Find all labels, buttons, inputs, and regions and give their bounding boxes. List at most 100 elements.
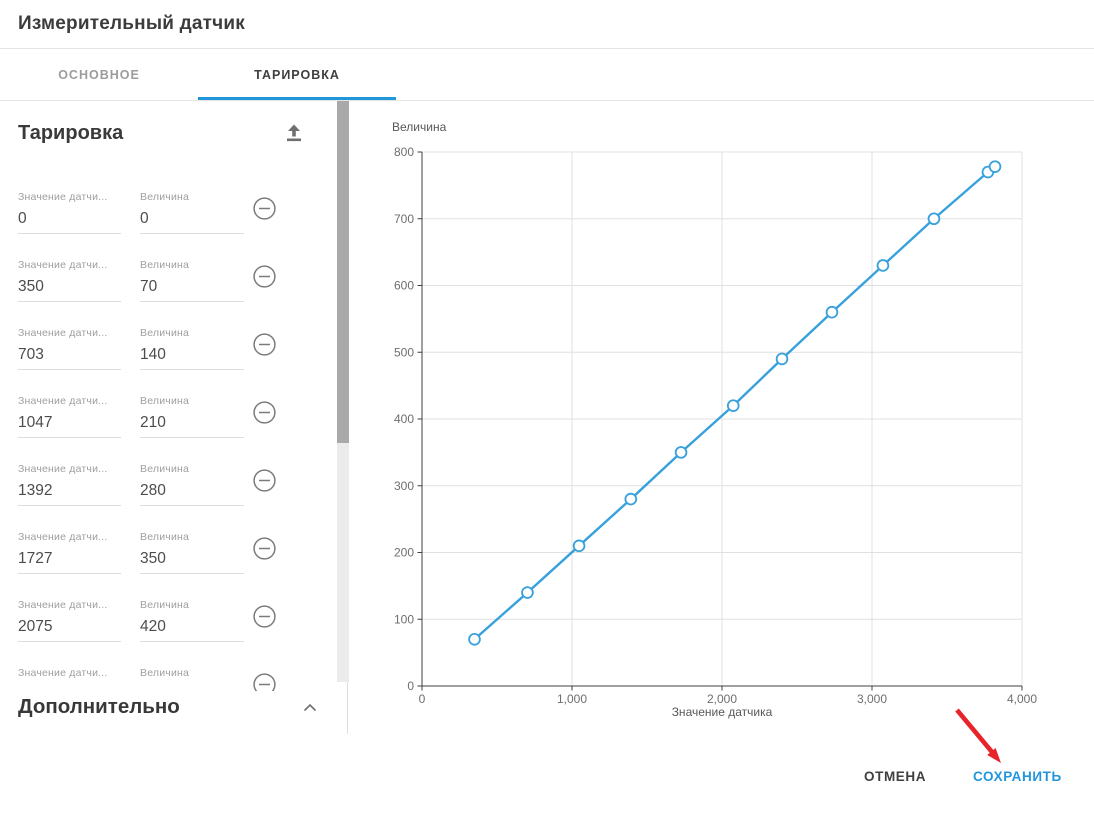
remove-row-button[interactable]: [253, 401, 276, 424]
sensor-value-input[interactable]: [18, 680, 121, 692]
sensor-value-input[interactable]: [18, 476, 121, 506]
sensor-value-input[interactable]: [18, 544, 121, 574]
svg-text:2,000: 2,000: [707, 692, 737, 706]
calibration-row: Значение датчи... Величина: [18, 190, 340, 234]
magnitude-field: Величина: [140, 530, 244, 574]
magnitude-field: Величина: [140, 598, 244, 642]
magnitude-input[interactable]: [140, 476, 244, 506]
svg-text:600: 600: [394, 279, 414, 293]
minus-circle-icon: [253, 401, 276, 424]
additional-section-header[interactable]: Дополнительно: [18, 691, 318, 723]
minus-circle-icon: [253, 265, 276, 288]
remove-row-button[interactable]: [253, 469, 276, 492]
sensor-value-field: Значение датчи...: [18, 190, 121, 234]
svg-text:100: 100: [394, 612, 414, 626]
svg-text:400: 400: [394, 412, 414, 426]
sensor-value-field: Значение датчи...: [18, 462, 121, 506]
remove-row-button[interactable]: [253, 197, 276, 220]
data-point: [927, 212, 941, 226]
cancel-button[interactable]: ОТМЕНА: [860, 767, 930, 786]
svg-text:0: 0: [407, 679, 414, 693]
tab-osnovnoe[interactable]: ОСНОВНОЕ: [58, 67, 140, 82]
magnitude-label: Величина: [140, 327, 190, 339]
magnitude-label: Величина: [140, 531, 190, 543]
sensor-value-label: Значение датчи...: [18, 327, 108, 339]
tab-bar: ОСНОВНОЕ ТАРИРОВКА: [0, 49, 1094, 101]
magnitude-input[interactable]: [140, 272, 244, 302]
data-point: [521, 586, 534, 599]
dialog-header: Измерительный датчик: [0, 0, 1094, 49]
red-arrow-annotation: [955, 708, 1001, 763]
magnitude-label: Величина: [140, 259, 190, 271]
sensor-value-field: Значение датчи...: [18, 326, 121, 370]
data-point: [775, 352, 789, 366]
sensor-value-input[interactable]: [18, 340, 121, 370]
magnitude-input[interactable]: [140, 544, 244, 574]
panel-divider: [347, 682, 348, 734]
sensor-value-field: Значение датчи...: [18, 530, 121, 574]
magnitude-input[interactable]: [140, 408, 244, 438]
sensor-value-label: Значение датчи...: [18, 259, 108, 271]
calibration-row: Значение датчи... Величина: [18, 462, 340, 506]
sensor-value-input[interactable]: [18, 204, 121, 234]
chart-x-axis-title: Значение датчика: [672, 705, 773, 719]
tab-tarirovka[interactable]: ТАРИРОВКА: [198, 49, 396, 100]
data-point: [988, 160, 1002, 173]
data-point: [624, 492, 638, 506]
calibration-row: Значение датчи... Величина: [18, 666, 340, 692]
chart-plot-area: 0 100 200 300 400 500 600 700 800 0 1,000 2,000 3,00…: [394, 145, 1037, 706]
minus-circle-icon: [253, 469, 276, 492]
sensor-value-field: Значение датчи...: [18, 258, 121, 302]
scrollbar-track[interactable]: [337, 101, 349, 682]
magnitude-input[interactable]: [140, 612, 244, 642]
svg-text:700: 700: [394, 212, 414, 226]
minus-circle-icon: [253, 197, 276, 220]
minus-circle-icon: [253, 605, 276, 628]
remove-row-button[interactable]: [253, 333, 276, 356]
data-point: [572, 539, 586, 553]
sensor-value-label: Значение датчи...: [18, 395, 108, 407]
remove-row-button[interactable]: [253, 265, 276, 288]
calibration-row: Значение датчи... Величина: [18, 530, 340, 574]
data-point: [726, 399, 740, 412]
magnitude-label: Величина: [140, 191, 190, 203]
sensor-value-field: Значение датчи...: [18, 598, 121, 642]
calibration-chart: Величина 0 100 200 300 400 500 600 700 800 0 1,000…: [392, 120, 1037, 719]
sensor-value-input[interactable]: [18, 272, 121, 302]
data-point: [876, 259, 890, 272]
minus-circle-icon: [253, 673, 276, 692]
remove-row-button[interactable]: [253, 673, 276, 692]
calibration-row: Значение датчи... Величина: [18, 258, 340, 302]
svg-text:500: 500: [394, 345, 414, 359]
sensor-value-input[interactable]: [18, 612, 121, 642]
calibration-rows: Значение датчи... Величина Значение датчи.…: [18, 179, 340, 692]
save-button[interactable]: СОХРАНИТЬ: [969, 767, 1066, 786]
chart-y-axis-title: Величина: [392, 120, 447, 134]
sensor-value-label: Значение датчи...: [18, 667, 108, 679]
sensor-value-field: Значение датчи...: [18, 666, 121, 692]
data-point: [825, 305, 839, 319]
upload-button[interactable]: [280, 119, 308, 147]
sensor-value-label: Значение датчи...: [18, 191, 108, 203]
scrollbar-thumb[interactable]: [337, 101, 349, 443]
sensor-value-field: Значение датчи...: [18, 394, 121, 438]
panel-title: Тарировка: [18, 121, 124, 144]
magnitude-input[interactable]: [140, 340, 244, 370]
sensor-value-label: Значение датчи...: [18, 531, 108, 543]
calibration-panel: Тарировка Значение датчи...ВеличинаЗначе…: [0, 101, 352, 815]
magnitude-input[interactable]: [140, 680, 244, 692]
minus-circle-icon: [253, 537, 276, 560]
svg-text:4,000: 4,000: [1007, 692, 1037, 706]
svg-text:0: 0: [419, 692, 426, 706]
magnitude-field: Величина: [140, 394, 244, 438]
sensor-value-label: Значение датчи...: [18, 599, 108, 611]
magnitude-field: Величина: [140, 258, 244, 302]
minus-circle-icon: [253, 333, 276, 356]
magnitude-label: Величина: [140, 395, 190, 407]
remove-row-button[interactable]: [253, 605, 276, 628]
magnitude-input[interactable]: [140, 204, 244, 234]
magnitude-label: Величина: [140, 667, 190, 679]
remove-row-button[interactable]: [253, 537, 276, 560]
sensor-value-input[interactable]: [18, 408, 121, 438]
